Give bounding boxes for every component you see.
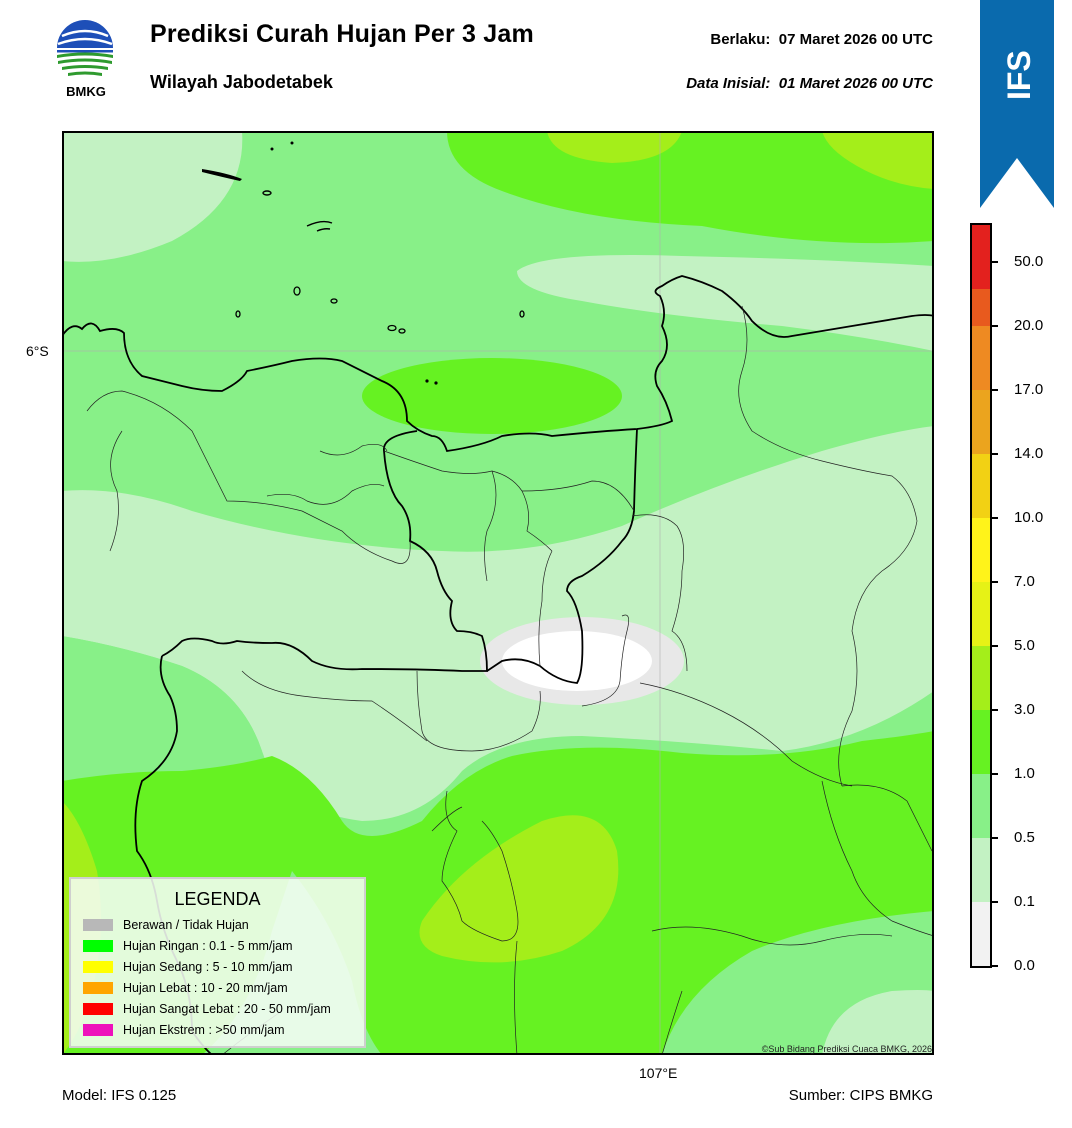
colorbar-tick-label: 0.0 xyxy=(1014,957,1035,974)
legend-title: LEGENDA xyxy=(174,889,261,909)
colorbar-tick-label: 3.0 xyxy=(1014,701,1035,718)
colorbar-segment xyxy=(972,390,990,454)
legend-item-label: Hujan Ekstrem : >50 mm/jam xyxy=(123,1023,285,1037)
rain-zone-light-west xyxy=(62,636,262,781)
colorbar-tick xyxy=(990,517,998,519)
colorbar-tick-label: 0.5 xyxy=(1014,829,1035,846)
legend-item: Berawan / Tidak Hujan xyxy=(83,916,249,934)
colorbar-tick xyxy=(990,645,998,647)
colorbar-tick-label: 50.0 xyxy=(1014,253,1044,270)
colorbar-tick xyxy=(990,773,998,775)
valid-time: Berlaku: 07 Maret 2026 00 UTC xyxy=(710,31,933,48)
init-value: 01 Maret 2026 00 UTC xyxy=(778,75,933,92)
legend-swatch xyxy=(83,1003,113,1015)
colorbar-tick xyxy=(990,901,998,903)
legend-item-label: Hujan Ringan : 0.1 - 5 mm/jam xyxy=(123,939,293,953)
colorbar-tick xyxy=(990,325,998,327)
ifs-badge-text: IFS xyxy=(1001,50,1037,100)
province-boundary xyxy=(161,430,488,672)
rain-zone-very-light-se xyxy=(822,990,934,1055)
colorbar-tick-label: 20.0 xyxy=(1014,317,1044,334)
colorbar-segment xyxy=(972,225,990,289)
colorbar-tick xyxy=(990,389,998,391)
colorbar-tick-label: 1.0 xyxy=(1014,765,1035,782)
colorbar-segment xyxy=(972,902,990,966)
valid-label: Berlaku: xyxy=(710,31,771,48)
region-subtitle: Wilayah Jabodetabek xyxy=(150,72,333,92)
colorbar-tick xyxy=(990,581,998,583)
coastline xyxy=(62,275,934,452)
legend-swatch xyxy=(83,919,113,931)
model-label: Model: IFS 0.125 xyxy=(62,1087,177,1104)
colorbar-tick-label: 7.0 xyxy=(1014,573,1035,590)
rainfall-map xyxy=(62,131,934,1055)
legend-swatch xyxy=(83,961,113,973)
colorbar-tick-label: 14.0 xyxy=(1014,445,1044,462)
colorbar-tick xyxy=(990,965,998,967)
legend-item: Hujan Ringan : 0.1 - 5 mm/jam xyxy=(83,937,293,955)
colorbar-segment xyxy=(972,838,990,902)
colorbar-tick-label: 17.0 xyxy=(1014,381,1044,398)
rain-zone-white-core xyxy=(502,631,652,691)
colorbar-tick xyxy=(990,261,998,263)
colorbar-segment xyxy=(972,774,990,838)
colorbar-tick-label: 0.1 xyxy=(1014,893,1035,910)
legend-item-label: Hujan Sedang : 5 - 10 mm/jam xyxy=(123,960,293,974)
rain-zone-yellowgreen-n2 xyxy=(822,131,934,189)
valid-value: 07 Maret 2026 00 UTC xyxy=(778,31,933,48)
page-title: Prediksi Curah Hujan Per 3 Jam xyxy=(150,20,534,48)
credit-text: ©Sub Bidang Prediksi Cuaca BMKG, 2026 xyxy=(761,1044,932,1054)
colorbar-tick xyxy=(990,709,998,711)
source-label: Sumber: CIPS BMKG xyxy=(788,1087,933,1104)
legend-item: Hujan Sedang : 5 - 10 mm/jam xyxy=(83,958,293,976)
colorbar xyxy=(970,223,992,968)
colorbar-segment xyxy=(972,646,990,710)
legend-item: Hujan Sangat Lebat : 20 - 50 mm/jam xyxy=(83,1000,331,1018)
legend-swatch xyxy=(83,1024,113,1036)
province-boundary xyxy=(486,428,638,684)
rain-zone-very-light-central xyxy=(62,426,934,821)
legend-swatch xyxy=(83,982,113,994)
bmkg-logo xyxy=(57,20,113,76)
rain-zone-medium-north xyxy=(447,131,934,244)
rain-zone-very-light-nw xyxy=(62,131,243,262)
colorbar-tick-label: 10.0 xyxy=(1014,509,1044,526)
legend-item: Hujan Ekstrem : >50 mm/jam xyxy=(83,1021,285,1039)
legend-box: LEGENDA Berawan / Tidak Hujan Hujan Ring… xyxy=(69,877,366,1048)
ifs-badge: IFS xyxy=(980,0,1054,208)
legend-item-label: Hujan Sangat Lebat : 20 - 50 mm/jam xyxy=(123,1002,331,1016)
colorbar-segment xyxy=(972,518,990,582)
rain-zone-yellowgreen-n1 xyxy=(547,131,682,163)
init-label: Data Inisial: xyxy=(686,75,771,92)
colorbar-segment xyxy=(972,454,990,518)
legend-item: Hujan Lebat : 10 - 20 mm/jam xyxy=(83,979,288,997)
legend-swatch xyxy=(83,940,113,952)
colorbar-tick xyxy=(990,453,998,455)
legend-item-label: Berawan / Tidak Hujan xyxy=(123,918,249,932)
rain-zone-very-light-ne xyxy=(517,255,934,351)
colorbar-segment xyxy=(972,710,990,774)
init-time: Data Inisial: 01 Maret 2026 00 UTC xyxy=(686,75,933,92)
legend-item-label: Hujan Lebat : 10 - 20 mm/jam xyxy=(123,981,288,995)
colorbar-tick xyxy=(990,837,998,839)
logo-label: BMKG xyxy=(66,84,106,99)
colorbar-tick-label: 5.0 xyxy=(1014,637,1035,654)
colorbar-segment xyxy=(972,326,990,390)
rain-zone-medium-coast xyxy=(362,358,622,434)
lon-tick-label: 107°E xyxy=(639,1065,678,1081)
lat-tick-label: 6°S xyxy=(26,343,49,359)
colorbar-segment xyxy=(972,582,990,646)
rain-zone-yellowgreen-south xyxy=(419,815,619,963)
